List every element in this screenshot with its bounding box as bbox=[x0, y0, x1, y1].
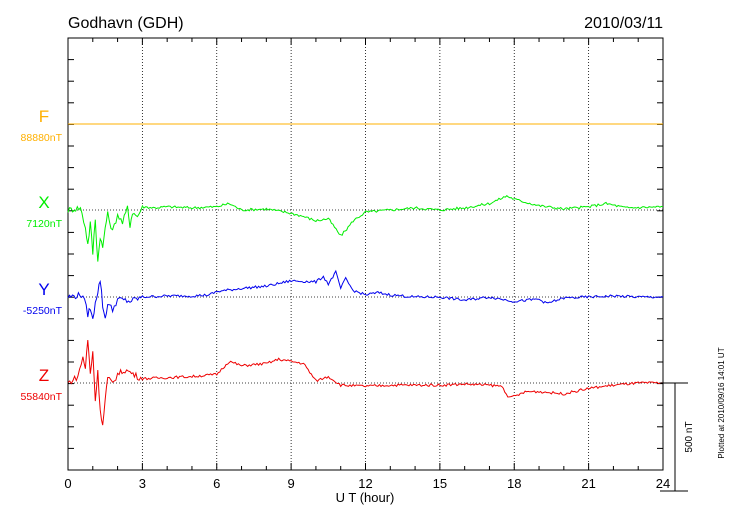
x-tick-label: 21 bbox=[581, 476, 595, 491]
x-tick-label: 24 bbox=[656, 476, 670, 491]
series-group bbox=[67, 123, 664, 426]
x-tick-label: 3 bbox=[139, 476, 146, 491]
x-tick-label: 9 bbox=[288, 476, 295, 491]
chart-title: Godhavn (GDH) bbox=[68, 15, 184, 32]
series-baseline-y: -5250nT bbox=[23, 305, 63, 317]
x-axis-label: U T (hour) bbox=[336, 490, 395, 505]
series-line-x bbox=[67, 195, 664, 262]
series-name-f: F bbox=[39, 107, 49, 126]
series-line-z bbox=[67, 339, 664, 426]
x-tick-label: 18 bbox=[507, 476, 521, 491]
grid-lines bbox=[68, 38, 663, 470]
x-tick-label: 6 bbox=[213, 476, 220, 491]
plot-timestamp: Plotted at 2010/09/16 14:01 UT bbox=[717, 347, 726, 458]
chart-date: 2010/03/11 bbox=[584, 15, 663, 32]
x-tick-label: 0 bbox=[64, 476, 71, 491]
series-name-z: Z bbox=[39, 366, 49, 385]
series-name-y: Y bbox=[38, 280, 49, 299]
series-name-x: X bbox=[38, 193, 49, 212]
x-tick-label: 15 bbox=[433, 476, 447, 491]
series-baseline-z: 55840nT bbox=[21, 391, 63, 403]
series-labels: F 88880nT X 7120nT Y -5250nT Z 55840nT bbox=[21, 107, 63, 403]
scale-bar-label: 500 nT bbox=[684, 421, 695, 452]
series-baseline-f: 88880nT bbox=[21, 132, 63, 144]
series-line-y bbox=[67, 269, 664, 319]
series-baseline-x: 7120nT bbox=[26, 218, 62, 230]
axis-ticks: 0 3 6 9 12 15 18 21 24 bbox=[64, 37, 670, 491]
x-tick-label: 12 bbox=[358, 476, 372, 491]
scale-bar: 500 nT bbox=[660, 382, 695, 492]
